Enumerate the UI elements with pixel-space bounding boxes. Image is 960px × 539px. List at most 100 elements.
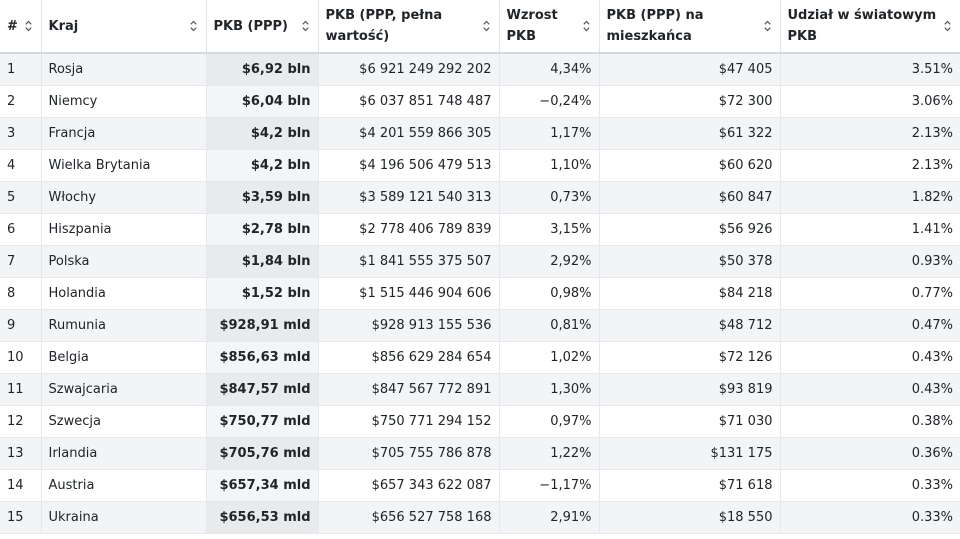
gdp-cell: $3,59 bln: [206, 181, 319, 214]
country-cell: Rosja: [41, 53, 207, 86]
share-cell: 1.41%: [780, 213, 960, 246]
share-cell: 2.13%: [780, 149, 960, 182]
gdp-cell: $2,78 bln: [206, 213, 319, 246]
table-row: 5 Włochy $3,59 bln $3 589 121 540 313 0,73% $…: [0, 181, 960, 214]
sort-icon[interactable]: [482, 20, 490, 32]
rank-cell: 7: [0, 245, 42, 278]
per-capita-cell: $60 847: [599, 181, 781, 214]
country-cell: Ukraina: [41, 501, 207, 534]
gdp-full-cell: $656 527 758 168: [318, 501, 500, 534]
rank-cell: 3: [0, 117, 42, 150]
gdp-cell: $856,63 mld: [206, 341, 319, 374]
rank-cell: 13: [0, 437, 42, 470]
table-row: 14 Austria $657,34 mld $657 343 622 087 −1,1…: [0, 469, 960, 502]
table-row: 13 Irlandia $705,76 mld $705 755 786 878 1,2…: [0, 437, 960, 470]
share-cell: 0.93%: [780, 245, 960, 278]
per-capita-cell: $56 926: [599, 213, 781, 246]
share-cell: 3.06%: [780, 85, 960, 118]
table-row: 4 Wielka Brytania $4,2 bln $4 196 506 479 5…: [0, 149, 960, 182]
column-header-label: #: [7, 18, 18, 34]
gdp-cell: $4,2 bln: [206, 149, 319, 182]
table-row: 15 Ukraina $656,53 mld $656 527 758 168 2,91…: [0, 501, 960, 534]
gdp-full-cell: $657 343 622 087: [318, 469, 500, 502]
per-capita-cell: $84 218: [599, 277, 781, 310]
per-capita-cell: $47 405: [599, 53, 781, 86]
per-capita-cell: $18 550: [599, 501, 781, 534]
column-header-label: PKB (PPP, pełna wartość): [325, 8, 443, 44]
country-cell: Francja: [41, 117, 207, 150]
share-cell: 2.13%: [780, 117, 960, 150]
country-cell: Hiszpania: [41, 213, 207, 246]
column-header-label: PKB (PPP) na mieszkańca: [606, 8, 704, 44]
country-cell: Irlandia: [41, 437, 207, 470]
sort-icon[interactable]: [189, 20, 197, 32]
table-row: 7 Polska $1,84 bln $1 841 555 375 507 2,92% $…: [0, 245, 960, 278]
gdp-cell: $847,57 mld: [206, 373, 319, 406]
country-cell: Austria: [41, 469, 207, 502]
growth-cell: 4,34%: [499, 53, 600, 86]
column-header-share[interactable]: Udział w światowym PKB: [780, 0, 960, 54]
gdp-full-cell: $750 771 294 152: [318, 405, 500, 438]
growth-cell: 2,92%: [499, 245, 600, 278]
rank-cell: 5: [0, 181, 42, 214]
gdp-full-cell: $705 755 786 878: [318, 437, 500, 470]
country-cell: Niemcy: [41, 85, 207, 118]
growth-cell: 1,10%: [499, 149, 600, 182]
growth-cell: 1,30%: [499, 373, 600, 406]
gdp-full-cell: $856 629 284 654: [318, 341, 500, 374]
gdp-full-cell: $1 515 446 904 606: [318, 277, 500, 310]
sort-icon[interactable]: [944, 20, 951, 32]
rank-cell: 9: [0, 309, 42, 342]
sort-icon[interactable]: [24, 20, 32, 32]
gdp-full-cell: $4 201 559 866 305: [318, 117, 500, 150]
growth-cell: 0,73%: [499, 181, 600, 214]
share-cell: 0.33%: [780, 469, 960, 502]
country-cell: Polska: [41, 245, 207, 278]
gdp-full-cell: $6 037 851 748 487: [318, 85, 500, 118]
column-header-rank[interactable]: #: [0, 0, 42, 54]
column-header-per-capita[interactable]: PKB (PPP) na mieszkańca: [599, 0, 781, 54]
table-row: 9 Rumunia $928,91 mld $928 913 155 536 0,81%…: [0, 309, 960, 342]
sort-icon[interactable]: [763, 20, 771, 32]
per-capita-cell: $72 300: [599, 85, 781, 118]
header-row: # Kraj PKB (PPP) PKB (PPP, pełna wartość) Wz…: [0, 0, 960, 54]
rank-cell: 6: [0, 213, 42, 246]
table-row: 8 Holandia $1,52 bln $1 515 446 904 606 0,98…: [0, 277, 960, 310]
gdp-cell: $6,92 bln: [206, 53, 319, 86]
table-row: 2 Niemcy $6,04 bln $6 037 851 748 487 −0,24%…: [0, 85, 960, 118]
gdp-full-cell: $847 567 772 891: [318, 373, 500, 406]
per-capita-cell: $72 126: [599, 341, 781, 374]
share-cell: 3.51%: [780, 53, 960, 86]
table-row: 11 Szwajcaria $847,57 mld $847 567 772 891 1…: [0, 373, 960, 406]
growth-cell: 0,81%: [499, 309, 600, 342]
country-cell: Rumunia: [41, 309, 207, 342]
share-cell: 0.77%: [780, 277, 960, 310]
country-cell: Wielka Brytania: [41, 149, 207, 182]
column-header-label: Udział w światowym PKB: [787, 8, 937, 44]
column-header-gdp[interactable]: PKB (PPP): [206, 0, 319, 54]
column-header-label: Kraj: [48, 18, 79, 34]
column-header-growth[interactable]: Wzrost PKB: [499, 0, 600, 54]
per-capita-cell: $60 620: [599, 149, 781, 182]
gdp-full-cell: $6 921 249 292 202: [318, 53, 500, 86]
share-cell: 0.47%: [780, 309, 960, 342]
growth-cell: 0,98%: [499, 277, 600, 310]
country-cell: Belgia: [41, 341, 207, 374]
column-header-country[interactable]: Kraj: [41, 0, 207, 54]
per-capita-cell: $131 175: [599, 437, 781, 470]
column-header-gdp-full[interactable]: PKB (PPP, pełna wartość): [318, 0, 500, 54]
sort-icon[interactable]: [582, 20, 590, 32]
rank-cell: 10: [0, 341, 42, 374]
gdp-full-cell: $3 589 121 540 313: [318, 181, 500, 214]
rank-cell: 12: [0, 405, 42, 438]
column-header-label: Wzrost PKB: [506, 8, 558, 44]
per-capita-cell: $61 322: [599, 117, 781, 150]
share-cell: 0.38%: [780, 405, 960, 438]
table-row: 10 Belgia $856,63 mld $856 629 284 654 1,02%…: [0, 341, 960, 374]
growth-cell: 0,97%: [499, 405, 600, 438]
country-cell: Szwecja: [41, 405, 207, 438]
gdp-full-cell: $4 196 506 479 513: [318, 149, 500, 182]
sort-icon[interactable]: [301, 20, 309, 32]
rank-cell: 4: [0, 149, 42, 182]
